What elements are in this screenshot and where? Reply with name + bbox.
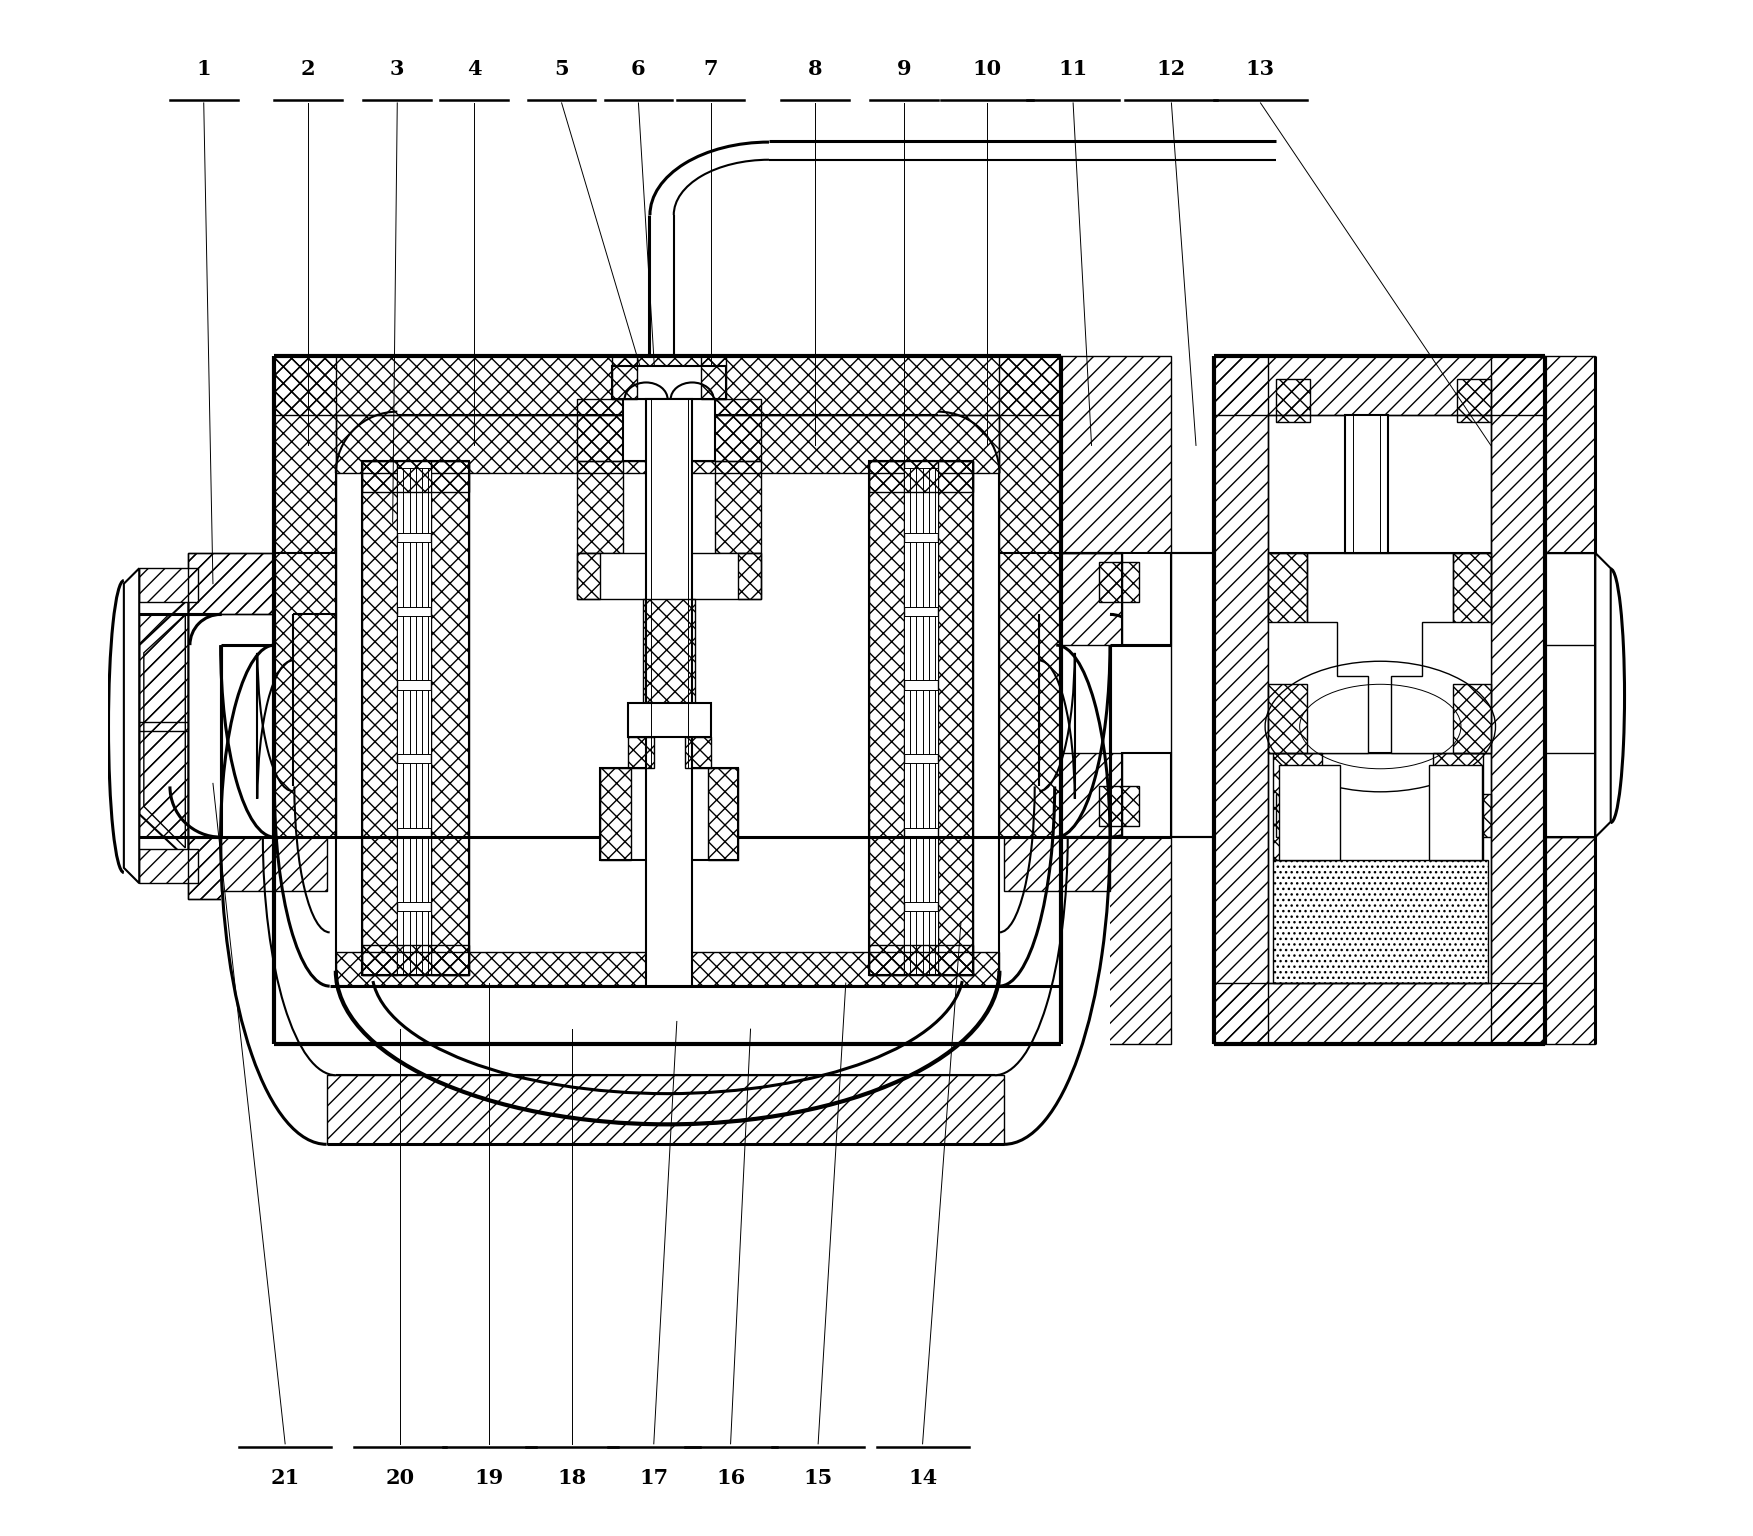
Text: 5: 5	[554, 58, 570, 80]
Bar	[577, 553, 761, 599]
Bar	[869, 461, 973, 975]
Bar	[905, 468, 938, 533]
Text: 13: 13	[1246, 58, 1274, 80]
Bar	[905, 542, 938, 607]
Text: 17: 17	[640, 1467, 668, 1488]
Text: 21: 21	[270, 1467, 300, 1488]
Polygon shape	[1595, 553, 1611, 837]
Text: 18: 18	[557, 1467, 587, 1488]
Bar	[361, 461, 470, 975]
Text: 8: 8	[808, 58, 822, 80]
Bar	[612, 366, 726, 399]
Text: 16: 16	[715, 1467, 745, 1488]
Bar	[1280, 765, 1341, 860]
Bar	[398, 616, 431, 680]
Text: 12: 12	[1157, 58, 1187, 80]
Polygon shape	[1061, 753, 1215, 837]
Text: 3: 3	[389, 58, 405, 80]
Bar	[398, 542, 431, 607]
Bar	[905, 616, 938, 680]
Text: 4: 4	[466, 58, 482, 80]
Polygon shape	[1061, 553, 1215, 645]
Bar	[1061, 553, 1171, 837]
Bar	[869, 461, 973, 492]
Text: 14: 14	[908, 1467, 938, 1488]
Text: 10: 10	[973, 58, 1001, 80]
Polygon shape	[1392, 553, 1490, 753]
Polygon shape	[138, 599, 188, 860]
Bar	[398, 911, 431, 975]
Bar	[647, 399, 692, 986]
Bar	[905, 837, 938, 902]
Bar	[1267, 415, 1490, 553]
Bar	[628, 703, 710, 737]
Text: 7: 7	[703, 58, 719, 80]
Polygon shape	[124, 568, 138, 883]
Bar	[1544, 553, 1595, 837]
Text: 1: 1	[196, 58, 210, 80]
Bar	[1276, 379, 1309, 422]
Bar	[1099, 786, 1139, 826]
Bar	[869, 945, 973, 975]
Text: 9: 9	[898, 58, 912, 80]
Bar	[1273, 860, 1488, 983]
Bar	[221, 837, 1110, 1144]
Bar	[361, 945, 470, 975]
Polygon shape	[1267, 553, 1367, 753]
Bar	[905, 690, 938, 754]
Bar	[398, 763, 431, 828]
Text: 2: 2	[302, 58, 316, 80]
Bar	[1457, 794, 1490, 837]
Bar	[398, 468, 431, 533]
Bar	[1099, 562, 1139, 602]
Text: 19: 19	[475, 1467, 505, 1488]
Bar	[1457, 379, 1490, 422]
Bar	[622, 399, 715, 461]
Bar	[1345, 415, 1388, 553]
Text: 11: 11	[1059, 58, 1087, 80]
Text: 6: 6	[631, 58, 645, 80]
Bar	[1267, 753, 1490, 983]
Text: 20: 20	[386, 1467, 415, 1488]
Bar	[600, 768, 738, 860]
Bar	[337, 473, 999, 986]
Bar	[905, 763, 938, 828]
Bar	[1276, 794, 1309, 837]
Text: 15: 15	[803, 1467, 833, 1488]
Bar	[138, 849, 198, 883]
Bar	[398, 690, 431, 754]
Bar	[398, 837, 431, 902]
Bar	[1429, 765, 1481, 860]
Bar	[905, 911, 938, 975]
Bar	[138, 568, 198, 602]
Bar	[361, 461, 470, 492]
